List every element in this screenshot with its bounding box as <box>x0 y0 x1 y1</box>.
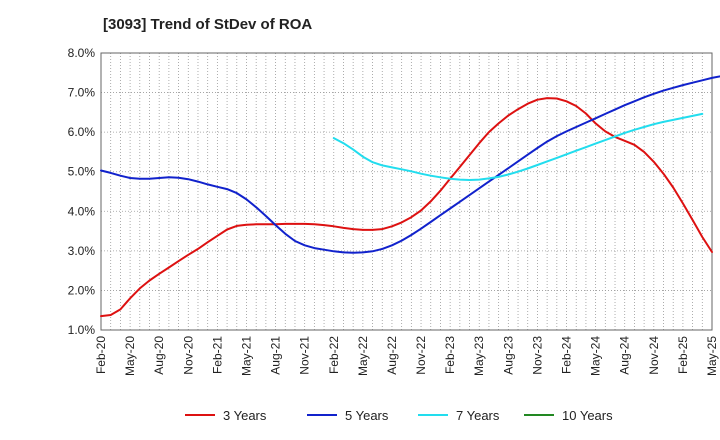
x-tick-label: Feb-22 <box>327 336 341 374</box>
y-tick-label: 5.0% <box>68 165 96 179</box>
axis-layer: 1.0% 2.0% 3.0% 4.0% 5.0% 6.0% 7.0% 8.0% Feb-20 Ma… <box>68 46 719 376</box>
x-tick-label: Nov-23 <box>530 336 544 375</box>
y-tick-label: 2.0% <box>68 283 96 297</box>
legend-label: 10 Years <box>562 408 613 423</box>
x-tick-label: May-20 <box>123 336 137 376</box>
y-tick-label: 4.0% <box>68 204 96 218</box>
x-tick-label: Nov-20 <box>181 336 195 375</box>
x-tick-label: May-23 <box>472 336 486 376</box>
x-tick-label: Aug-23 <box>501 336 515 375</box>
y-tick-label: 3.0% <box>68 244 96 258</box>
x-tick-label: Aug-22 <box>385 336 399 375</box>
x-tick-label: May-24 <box>589 336 603 376</box>
x-tick-label: May-25 <box>705 336 719 376</box>
y-tick-label: 1.0% <box>68 323 96 337</box>
series-line-3-years <box>100 97 713 318</box>
x-tick-label: Nov-24 <box>647 336 661 375</box>
plot-border <box>100 52 713 331</box>
x-tick-label: Nov-21 <box>298 336 312 375</box>
x-tick-label: Feb-20 <box>94 336 108 374</box>
chart-title: [3093] Trend of StDev of ROA <box>103 16 313 33</box>
y-tick-label: 7.0% <box>68 86 96 100</box>
y-tick-label: 8.0% <box>68 46 96 60</box>
x-tick-label: Feb-24 <box>560 336 574 374</box>
grid-layer <box>100 52 713 331</box>
x-tick-label: Aug-20 <box>152 336 166 375</box>
series-line-7-years <box>332 112 704 181</box>
legend-label: 7 Years <box>456 408 500 423</box>
y-tick-label: 6.0% <box>68 125 96 139</box>
x-tick-label: May-21 <box>239 336 253 376</box>
x-tick-label: Aug-21 <box>269 336 283 375</box>
legend-label: 5 Years <box>345 408 389 423</box>
x-tick-label: Nov-22 <box>414 336 428 375</box>
series-line-5-years <box>100 75 720 254</box>
x-tick-label: Feb-23 <box>443 336 457 374</box>
x-tick-label: Aug-24 <box>618 336 632 375</box>
series-layer <box>100 75 720 318</box>
x-tick-label: Feb-25 <box>676 336 690 374</box>
x-tick-label: May-22 <box>356 336 370 376</box>
legend-label: 3 Years <box>223 408 267 423</box>
legend-layer: 3 Years 5 Years 7 Years 10 Years <box>185 408 613 423</box>
x-tick-label: Feb-21 <box>210 336 224 374</box>
